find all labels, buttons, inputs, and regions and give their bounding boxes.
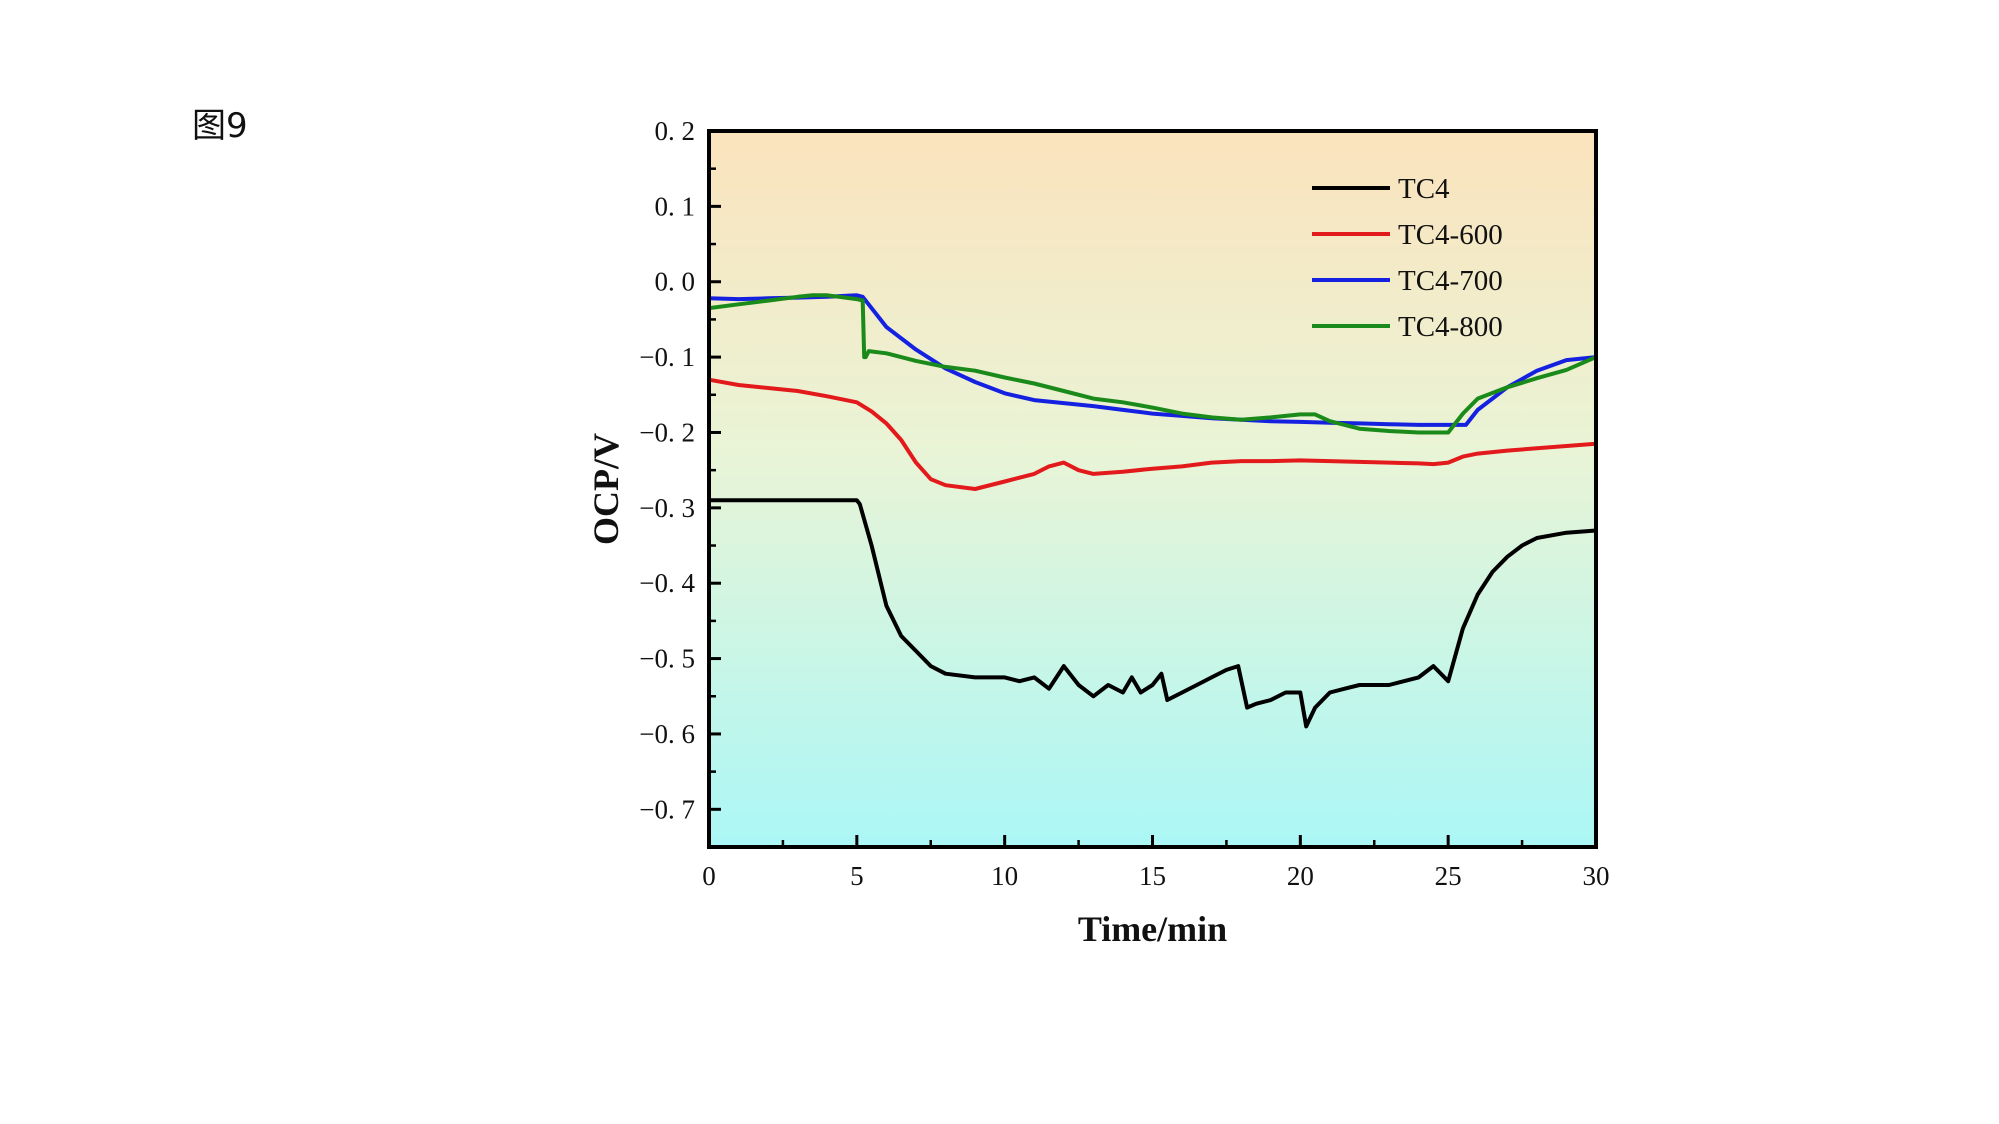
y-tick-label: −0. 6 [639,719,695,749]
x-tick-label: 25 [1435,861,1462,891]
y-tick-label: 0. 1 [655,191,696,221]
y-tick-label: −0. 5 [639,644,695,674]
series-line-tc4-600 [707,377,1598,491]
y-axis-title: OCP/V [586,433,626,545]
ticks-layer: 0 5 10 15 20 25 30 0. 2 0. 1 0. 0 −0. 1 −0. 2 −0. 3 −… [639,116,1609,891]
y-tick-label: 0. 0 [655,267,696,297]
legend-label-tc4-700: TC4-700 [1398,265,1503,297]
series-line-tc4-800 [707,293,1598,435]
y-tick-label: −0. 4 [639,568,695,598]
legend-label-tc4-800: TC4-800 [1398,311,1503,343]
series-layer [707,293,1598,729]
x-tick-label: 20 [1287,861,1314,891]
y-tick-label: 0. 2 [655,116,696,146]
legend: TC4 TC4-600 TC4-700 TC4-800 [1312,173,1503,343]
x-tick-label: 0 [702,861,716,891]
x-axis-title: Time/min [1078,909,1227,949]
plot-background [709,131,1596,847]
x-tick-label: 15 [1139,861,1166,891]
x-tick-label: 30 [1583,861,1610,891]
y-tick-label: −0. 7 [639,794,695,824]
y-tick-label: −0. 2 [639,417,695,447]
x-tick-label: 5 [850,861,864,891]
series-line-tc4 [707,498,1598,729]
x-tick-label: 10 [991,861,1018,891]
y-tick-label: −0. 1 [639,342,695,372]
figure-label: 图9 [192,106,248,146]
series-line-tc4-700 [707,293,1598,427]
legend-label-tc4-600: TC4-600 [1398,219,1503,251]
y-tick-label: −0. 3 [639,493,695,523]
legend-label-tc4: TC4 [1398,173,1450,205]
